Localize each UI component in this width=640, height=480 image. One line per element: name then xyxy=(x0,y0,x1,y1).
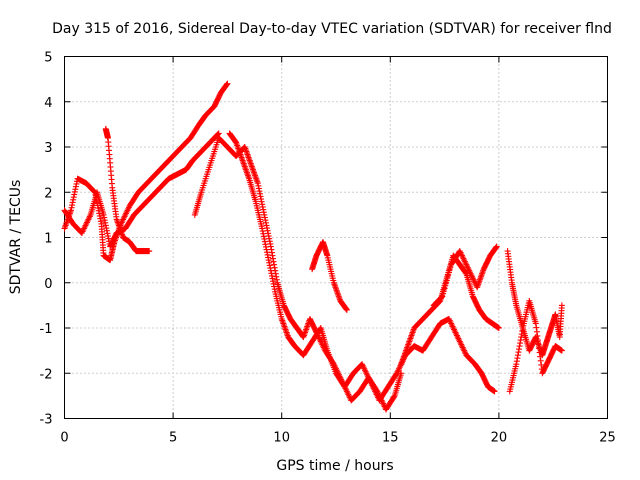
data-point xyxy=(439,293,446,300)
y-tick-label: -1 xyxy=(40,322,53,337)
y-tick-label: 1 xyxy=(44,232,52,247)
series-track-e xyxy=(226,130,498,404)
y-tick-label: -3 xyxy=(40,413,53,428)
x-tick-label: 15 xyxy=(382,431,399,446)
series-track-b xyxy=(102,125,153,255)
data-point xyxy=(558,347,565,354)
data-point xyxy=(440,290,447,297)
data-point xyxy=(442,282,449,289)
x-tick-label: 10 xyxy=(273,431,290,446)
x-tick-label: 5 xyxy=(169,431,177,446)
data-point xyxy=(146,248,153,255)
data-point xyxy=(440,288,447,295)
data-point xyxy=(445,269,452,276)
data-point xyxy=(390,394,397,401)
data-point xyxy=(393,371,400,378)
series-track-h xyxy=(430,243,500,309)
data-marks xyxy=(61,80,565,413)
data-point xyxy=(443,277,450,284)
y-axis-label: SDTVAR / TECUs xyxy=(8,180,24,295)
y-tick-label: 3 xyxy=(44,141,52,156)
data-point xyxy=(343,306,350,313)
series-track-j xyxy=(506,297,565,395)
grid xyxy=(64,56,608,419)
data-point xyxy=(444,274,451,281)
tick-labels: 0 5 10 15 20 25 -3 -2 -1 0 1 2 3 4 5 xyxy=(40,51,616,446)
x-axis-label: GPS time / hours xyxy=(276,458,393,474)
axis-ticks xyxy=(64,56,608,419)
data-point xyxy=(491,388,498,395)
series-track-i xyxy=(504,248,565,359)
series-track-d xyxy=(191,134,405,413)
y-tick-label: 0 xyxy=(44,277,52,292)
y-tick-label: -2 xyxy=(40,367,53,382)
y-tick-label: 4 xyxy=(44,96,52,111)
data-point xyxy=(443,280,450,287)
x-tick-label: 20 xyxy=(491,431,508,446)
y-tick-label: 2 xyxy=(44,186,52,201)
chart-title: Day 315 of 2016, Sidereal Day-to-day VTE… xyxy=(52,21,612,37)
y-tick-label: 5 xyxy=(44,51,52,66)
data-point xyxy=(447,264,454,271)
data-point xyxy=(493,243,500,250)
series-track-f xyxy=(309,239,350,313)
data-point xyxy=(214,131,221,138)
data-point xyxy=(445,272,452,279)
data-point xyxy=(441,285,448,292)
data-point xyxy=(446,266,453,273)
data-point xyxy=(224,80,231,87)
data-point xyxy=(495,325,502,331)
data-point xyxy=(438,294,445,301)
x-tick-label: 0 xyxy=(60,431,68,446)
series-track-c xyxy=(61,130,222,250)
data-point xyxy=(558,302,565,309)
x-tick-label: 25 xyxy=(599,431,616,446)
